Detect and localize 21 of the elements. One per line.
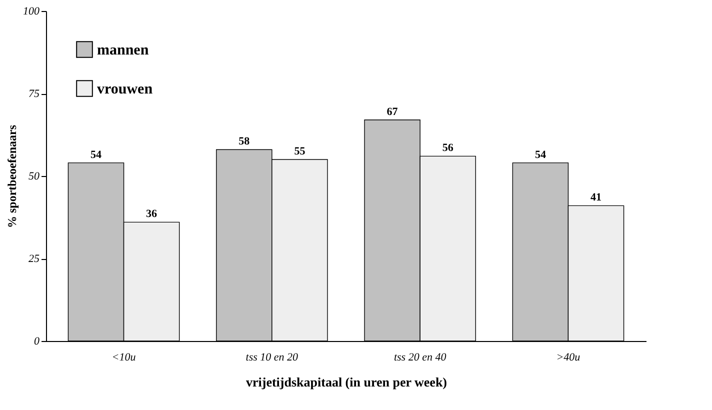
data-label: 56 (442, 142, 454, 154)
data-label: 58 (238, 136, 250, 148)
x-tick-label: tss 20 en 40 (394, 352, 447, 364)
x-axis-title: vrijetijdskapitaal (in uren per week) (246, 374, 448, 390)
data-label: 54 (534, 148, 546, 161)
data-label: 54 (90, 148, 102, 161)
data-label: 55 (294, 146, 306, 158)
legend-label: vrouwen (97, 82, 154, 98)
y-tick-label: 100 (23, 6, 40, 18)
data-label: 67 (386, 106, 398, 118)
x-tick-label: tss 10 en 20 (246, 352, 299, 364)
legend-label: mannen (97, 42, 150, 58)
y-tick-label: 50 (28, 170, 40, 182)
y-tick-label: 75 (28, 88, 40, 100)
data-label: 36 (146, 208, 158, 220)
y-tick-label: 0 (34, 336, 40, 348)
data-label: 41 (590, 192, 602, 204)
x-tick-label: <10u (112, 352, 136, 364)
y-axis-title: % sportbeoefenaars (5, 124, 19, 228)
x-tick-label: >40u (556, 352, 581, 364)
y-tick-label: 25 (28, 253, 40, 265)
